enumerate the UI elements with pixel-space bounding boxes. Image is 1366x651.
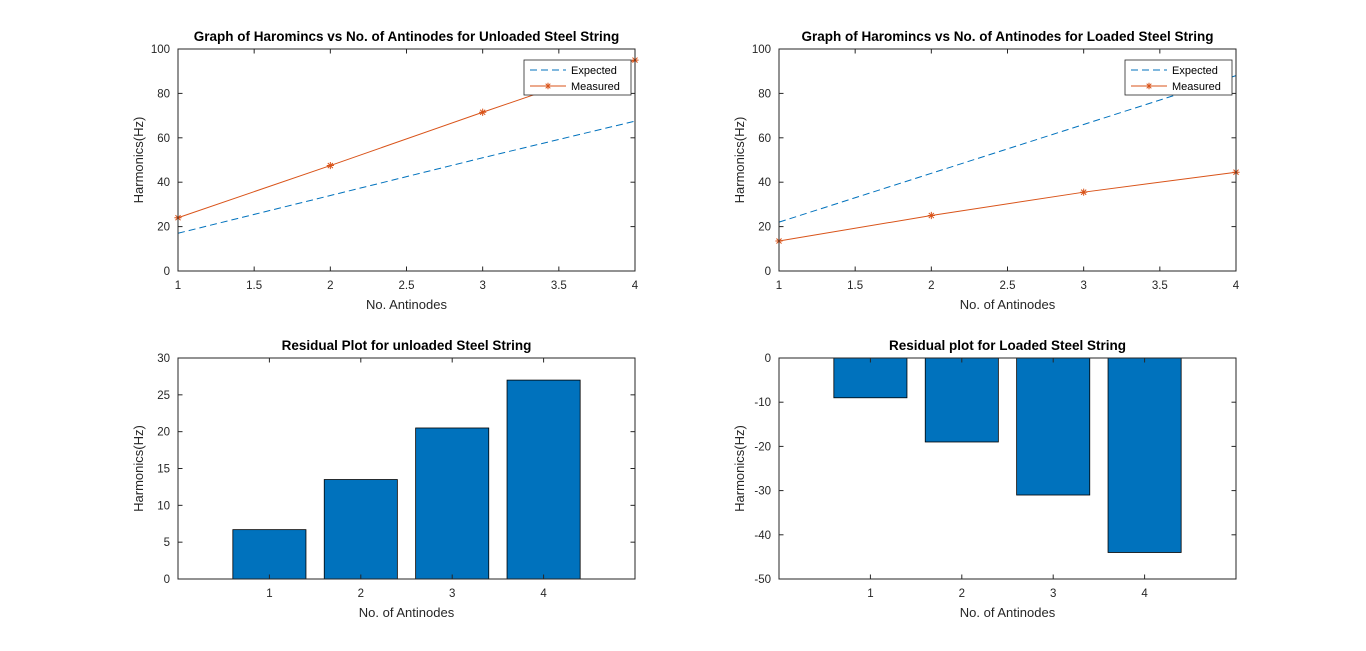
x-tick-label: 1.5 <box>246 280 262 292</box>
y-axis-label: Harmonics(Hz) <box>732 117 747 204</box>
y-tick-label: 15 <box>157 464 170 476</box>
chart-title: Residual plot for Loaded Steel String <box>889 338 1126 353</box>
y-tick-label: 20 <box>157 222 170 234</box>
bar-2 <box>924 357 999 443</box>
series-line-expected <box>778 75 1237 223</box>
plot-unloaded-residual: 1 2 3 4 0 5 10 15 20 25 30 Residual Plot for unload… <box>131 338 636 620</box>
bar-3 <box>415 427 490 580</box>
x-axis-label: No. of Antinodes <box>359 605 455 620</box>
legend-unloaded-line: Expected Measured <box>523 59 632 96</box>
x-tick-label: 3.5 <box>1152 280 1168 292</box>
x-tick-label: 2 <box>928 280 934 292</box>
y-tick-label: 80 <box>157 88 170 100</box>
y-axis-label: Harmonics(Hz) <box>732 425 747 512</box>
x-tick-label: 4 <box>1141 588 1148 600</box>
y-tick-label: -20 <box>754 441 771 453</box>
x-tick-label: 1 <box>867 588 873 600</box>
x-tick-label: 3 <box>1050 588 1056 600</box>
legend-entry-expected: Expected <box>571 65 617 77</box>
chart-title: Graph of Haromincs vs No. of Antinodes f… <box>194 29 620 44</box>
series-line-expected <box>177 120 636 234</box>
bar-1 <box>232 529 307 580</box>
x-tick-label: 2 <box>358 588 364 600</box>
x-tick-label: 2.5 <box>1000 280 1016 292</box>
y-tick-label: 30 <box>157 353 170 365</box>
y-tick-label: -10 <box>754 397 771 409</box>
bar-1 <box>833 357 908 399</box>
marker-measured-3 <box>479 108 487 116</box>
y-tick-label: 100 <box>151 44 170 56</box>
y-tick-label: 80 <box>758 88 771 100</box>
y-axis-label: Harmonics(Hz) <box>131 425 146 512</box>
x-tick-label: 1 <box>776 280 782 292</box>
y-tick-label: -40 <box>754 530 771 542</box>
plot-area-unloaded-residual <box>232 379 581 580</box>
y-tick-label: 100 <box>752 44 771 56</box>
chart-title: Residual Plot for unloaded Steel String <box>282 338 532 353</box>
x-tick-label: 2.5 <box>399 280 415 292</box>
y-tick-label: 40 <box>157 177 170 189</box>
x-axis-label: No. of Antinodes <box>960 605 1056 620</box>
x-tick-label: 4 <box>1233 280 1240 292</box>
x-tick-label: 1.5 <box>847 280 863 292</box>
marker-measured-2 <box>927 211 935 220</box>
legend-marker-measured <box>1145 82 1153 90</box>
legend-loaded-line: Expected Measured <box>1124 59 1233 96</box>
x-axis-label: No. Antinodes <box>366 297 447 312</box>
x-tick-label: 4 <box>632 280 639 292</box>
bar-2 <box>323 479 398 580</box>
y-tick-label: 0 <box>164 266 170 278</box>
legend-entry-measured: Measured <box>571 81 620 93</box>
y-tick-label: 20 <box>758 222 771 234</box>
y-tick-label: 60 <box>157 133 170 145</box>
bar-3 <box>1016 357 1091 496</box>
x-tick-label: 4 <box>540 588 547 600</box>
y-tick-label: 20 <box>157 427 170 439</box>
y-tick-label: 0 <box>164 574 170 586</box>
y-tick-label: 0 <box>765 266 771 278</box>
x-tick-label: 3 <box>449 588 455 600</box>
series-line-measured <box>778 171 1237 242</box>
legend-entry-expected: Expected <box>1172 65 1218 77</box>
y-tick-label: -30 <box>754 486 771 498</box>
x-tick-label: 3.5 <box>551 280 567 292</box>
y-tick-label: 25 <box>157 390 170 402</box>
y-tick-label: -50 <box>754 574 771 586</box>
legend-box <box>1124 59 1233 96</box>
x-tick-label: 3 <box>479 280 485 292</box>
y-tick-label: 60 <box>758 133 771 145</box>
x-tick-label: 2 <box>327 280 333 292</box>
plot-area-loaded-residual <box>833 357 1182 553</box>
y-axis-label: Harmonics(Hz) <box>131 117 146 204</box>
x-axis-label: No. of Antinodes <box>960 297 1056 312</box>
chart-title: Graph of Haromincs vs No. of Antinodes f… <box>801 29 1213 44</box>
y-tick-label: 5 <box>164 537 170 549</box>
axes-box-loaded-residual <box>778 357 1237 580</box>
legend-box <box>523 59 632 96</box>
bar-4 <box>506 379 581 580</box>
marker-measured-2 <box>326 161 334 170</box>
x-tick-label: 3 <box>1080 280 1086 292</box>
x-tick-label: 1 <box>266 588 272 600</box>
marker-measured-3 <box>1080 188 1088 196</box>
y-tick-label: 10 <box>157 500 170 512</box>
legend-entry-measured: Measured <box>1172 81 1221 93</box>
x-tick-label: 2 <box>959 588 965 600</box>
bar-4 <box>1107 357 1182 553</box>
plot-loaded-residual: 1 2 3 4 0 -10 -20 -30 -40 -50 Residual plot for Lo… <box>732 338 1237 620</box>
legend-marker-measured <box>544 82 552 90</box>
x-tick-label: 1 <box>175 280 181 292</box>
y-tick-label: 40 <box>758 177 771 189</box>
y-tick-label: 0 <box>765 353 771 365</box>
